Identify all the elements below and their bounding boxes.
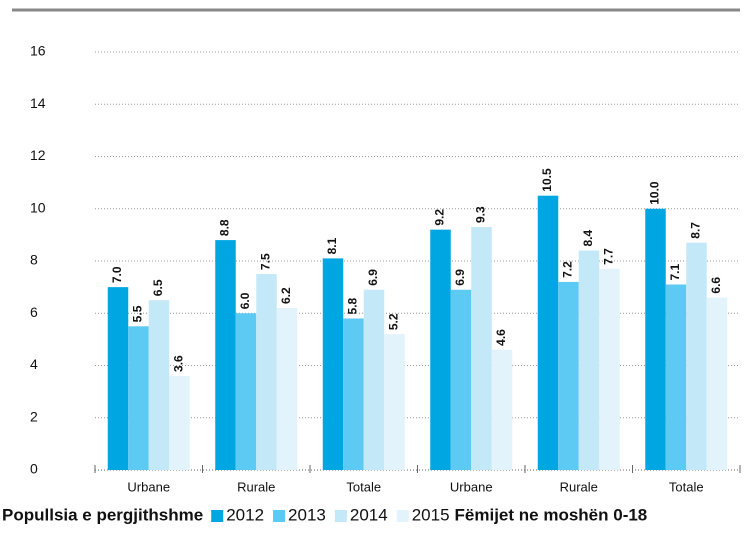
legend-label: 2013: [288, 505, 326, 524]
value-label: 4.6: [494, 329, 508, 346]
value-label: 9.3: [474, 206, 488, 223]
bar: [384, 334, 405, 470]
value-label: 5.2: [387, 313, 401, 330]
value-label: 6.5: [151, 279, 165, 296]
bar: [665, 284, 687, 470]
bar: [363, 289, 385, 470]
bar: [148, 300, 170, 470]
y-tick-label: 4: [30, 356, 38, 372]
x-tick-label: Urbane: [127, 479, 170, 494]
y-tick-label: 2: [30, 408, 38, 424]
bar: [128, 326, 149, 470]
value-label: 3.6: [172, 355, 186, 372]
bar: [215, 240, 236, 470]
value-label: 6.0: [238, 292, 252, 309]
bar: [235, 313, 257, 470]
value-label: 7.7: [602, 248, 616, 265]
legend-label: 2012: [226, 505, 264, 524]
value-label: 8.4: [581, 230, 595, 247]
y-tick-label: 8: [30, 252, 38, 268]
bar: [706, 297, 728, 470]
y-tick-label: 6: [30, 304, 38, 320]
bar: [430, 229, 451, 470]
bar: [645, 208, 666, 470]
value-label: 7.0: [110, 266, 124, 283]
value-label: 8.7: [689, 222, 703, 239]
legend-group: Popullsia e pergjithshme: [2, 505, 203, 524]
bar: [169, 375, 190, 470]
legend-swatch: [211, 510, 224, 522]
legend-group: Fëmijet ne moshën 0-18: [455, 505, 648, 524]
x-tick-label: Totale: [669, 479, 704, 494]
y-tick-label: 12: [30, 147, 46, 163]
y-tick-label: 10: [30, 199, 46, 215]
x-tick-label: Rurale: [237, 479, 275, 494]
value-label: 5.5: [131, 305, 145, 322]
y-tick-label: 0: [30, 461, 38, 477]
legend-swatch: [273, 510, 286, 522]
bar: [471, 227, 492, 470]
bar: [276, 308, 298, 470]
legend-label: 2015: [412, 505, 450, 524]
value-label: 8.8: [218, 219, 232, 236]
legend-swatch: [334, 510, 347, 522]
value-label: 7.2: [561, 261, 575, 278]
bar: [256, 274, 277, 470]
value-label: 7.5: [259, 253, 273, 270]
bar: [450, 289, 472, 470]
value-label: 9.2: [433, 209, 447, 226]
x-tick-label: Totale: [346, 479, 381, 494]
value-label: 8.1: [325, 237, 339, 254]
value-label: 6.2: [279, 287, 293, 304]
value-label: 6.6: [709, 277, 723, 294]
x-tick-label: Urbane: [450, 479, 493, 494]
bar: [578, 250, 600, 470]
x-tick-label: Rurale: [560, 479, 598, 494]
bar: [537, 195, 559, 470]
bar: [322, 258, 344, 470]
y-tick-label: 16: [30, 43, 46, 59]
value-label: 10.0: [648, 181, 662, 205]
value-label: 7.1: [668, 264, 682, 281]
bar: [686, 242, 707, 470]
value-label: 6.9: [366, 269, 380, 286]
bar: [491, 349, 513, 470]
y-tick-label: 14: [30, 95, 46, 111]
bar: [558, 281, 579, 470]
bar: [107, 287, 129, 470]
bar: [599, 268, 620, 470]
value-label: 5.8: [346, 297, 360, 314]
bar: [343, 318, 364, 470]
legend-label: 2014: [350, 505, 388, 524]
value-label: 10.5: [540, 168, 554, 192]
legend-swatch: [396, 510, 409, 522]
value-label: 6.9: [453, 269, 467, 286]
